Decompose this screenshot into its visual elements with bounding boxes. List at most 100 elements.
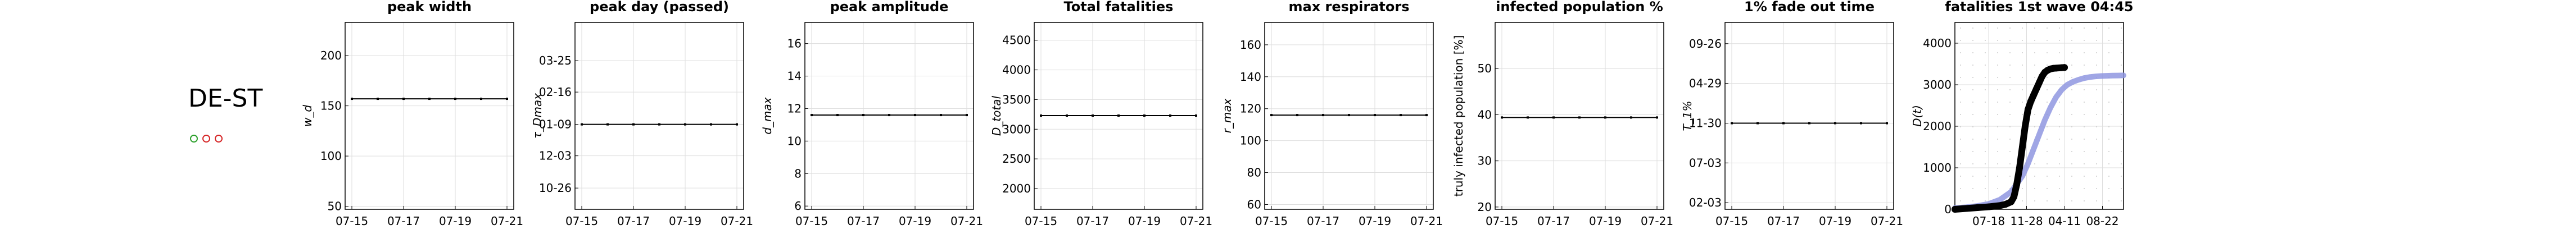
grid-dot — [2059, 77, 2060, 78]
grid-dot — [1972, 139, 1973, 140]
chart-2: peak day (passed) 07-15 07-17 07-19 07-21 10-… — [531, 0, 753, 228]
data-point — [2011, 193, 2017, 200]
grid-dot — [2009, 52, 2011, 53]
chart-title: peak day (passed) — [590, 0, 729, 15]
chart-1: peak width 07-15 07-17 07-19 07-21 50 100 150 20… — [301, 0, 523, 228]
grid-dot — [2047, 102, 2048, 103]
x-tick-label: 07-21 — [1180, 214, 1212, 228]
x-tick-label: 07-17 — [847, 214, 880, 228]
data-point — [1425, 114, 1428, 117]
data-point — [1296, 114, 1298, 117]
grid-dot — [2059, 139, 2060, 140]
y-tick-label: 3000 — [1923, 78, 1952, 91]
grid-dot — [2059, 163, 2060, 164]
grid-dot — [2084, 126, 2085, 127]
grid-dot — [2084, 151, 2085, 152]
grid-dot — [2047, 139, 2048, 140]
data-point — [454, 98, 456, 100]
grid-dot — [1960, 40, 1961, 41]
grid-dot — [1972, 89, 1973, 90]
grid-dot — [2084, 188, 2085, 189]
x-tick-label: 07-17 — [1076, 214, 1109, 228]
plot-frame — [1264, 22, 1434, 210]
data-point — [1270, 114, 1273, 117]
data-point — [1604, 116, 1606, 119]
x-tick-label: 07-17 — [617, 214, 650, 228]
y-tick-label: 6 — [794, 199, 802, 213]
grid-dot — [2009, 139, 2011, 140]
data-point — [1169, 114, 1171, 117]
grid-dot — [2121, 114, 2122, 115]
data-point — [1630, 116, 1632, 119]
grid-dot — [1997, 114, 1998, 115]
grid-dot — [2084, 89, 2085, 90]
y-axis-label: D(t) — [1911, 105, 1924, 127]
y-tick-label: 09-26 — [1689, 37, 1722, 51]
grid-dot — [1997, 77, 1998, 78]
grid-dot — [2034, 114, 2035, 115]
data-point — [2013, 181, 2020, 188]
grid-dot — [2009, 176, 2011, 177]
grid-dot — [2047, 126, 2048, 127]
grid-dot — [1985, 27, 1986, 29]
grid-dot — [1960, 77, 1961, 78]
data-point — [888, 114, 890, 117]
data-point — [2027, 98, 2034, 105]
grid-dot — [1960, 65, 1961, 66]
grid-dot — [2108, 151, 2109, 152]
x-tick-label: 07-21 — [721, 214, 753, 228]
data-point — [1143, 114, 1146, 117]
data-point — [1808, 122, 1810, 125]
grid-dot — [2047, 151, 2048, 152]
grid-dot — [2096, 65, 2097, 66]
y-tick-label: 2000 — [1002, 182, 1031, 195]
plot-frame — [574, 22, 744, 210]
grid-dot — [2108, 139, 2109, 140]
grid-dot — [1985, 65, 1986, 66]
y-axis-label: T_1% — [1681, 101, 1694, 131]
y-axis-label: truly infected population [%] — [1452, 35, 1465, 197]
x-tick-label: 11-28 — [2010, 214, 2043, 228]
data-point — [1066, 114, 1068, 117]
y-tick-label: 120 — [1240, 102, 1261, 116]
data-point — [1782, 122, 1785, 125]
data-point — [2008, 198, 2014, 205]
grid-dot — [1985, 89, 1986, 90]
plot-frame — [1954, 22, 2124, 210]
grid-dot — [1985, 77, 1986, 78]
grid-dot — [1960, 176, 1961, 177]
grid-dot — [2047, 52, 2048, 53]
y-tick-label: 0 — [1944, 203, 1952, 216]
grid-dot — [1960, 151, 1961, 152]
grid-dot — [2096, 176, 2097, 177]
plot-frame — [1495, 22, 1664, 210]
y-tick-label: 200 — [320, 49, 342, 62]
y-tick-label: 3500 — [1002, 93, 1031, 106]
grid-dot — [1972, 102, 1973, 103]
model-band — [1952, 72, 2126, 211]
grid-dot — [2071, 126, 2072, 127]
x-tick-label: 07-19 — [1359, 214, 1391, 228]
grid-dot — [2108, 126, 2109, 127]
grid-dot — [2022, 102, 2023, 103]
grid-dot — [1972, 52, 1973, 53]
grid-dot — [2071, 52, 2072, 53]
data-point — [1974, 204, 1981, 212]
x-tick-label: 07-17 — [1307, 214, 1339, 228]
grid-dot — [2034, 27, 2035, 29]
grid-dot — [2059, 102, 2060, 103]
grid-dot — [2096, 89, 2097, 90]
y-tick-label: 02-03 — [1689, 196, 1722, 209]
grid-dot — [2108, 89, 2109, 90]
grid-dot — [2059, 27, 2060, 29]
grid-dot — [2071, 102, 2072, 103]
x-tick-label: 07-15 — [795, 214, 828, 228]
grid-dot — [1960, 200, 1961, 201]
y-tick-label: 50 — [328, 200, 342, 213]
x-tick-label: 07-21 — [1641, 214, 1673, 228]
chart-title: max respirators — [1289, 0, 1410, 15]
data-point — [377, 98, 379, 100]
grid-dot — [2084, 176, 2085, 177]
grid-dot — [2059, 40, 2060, 41]
